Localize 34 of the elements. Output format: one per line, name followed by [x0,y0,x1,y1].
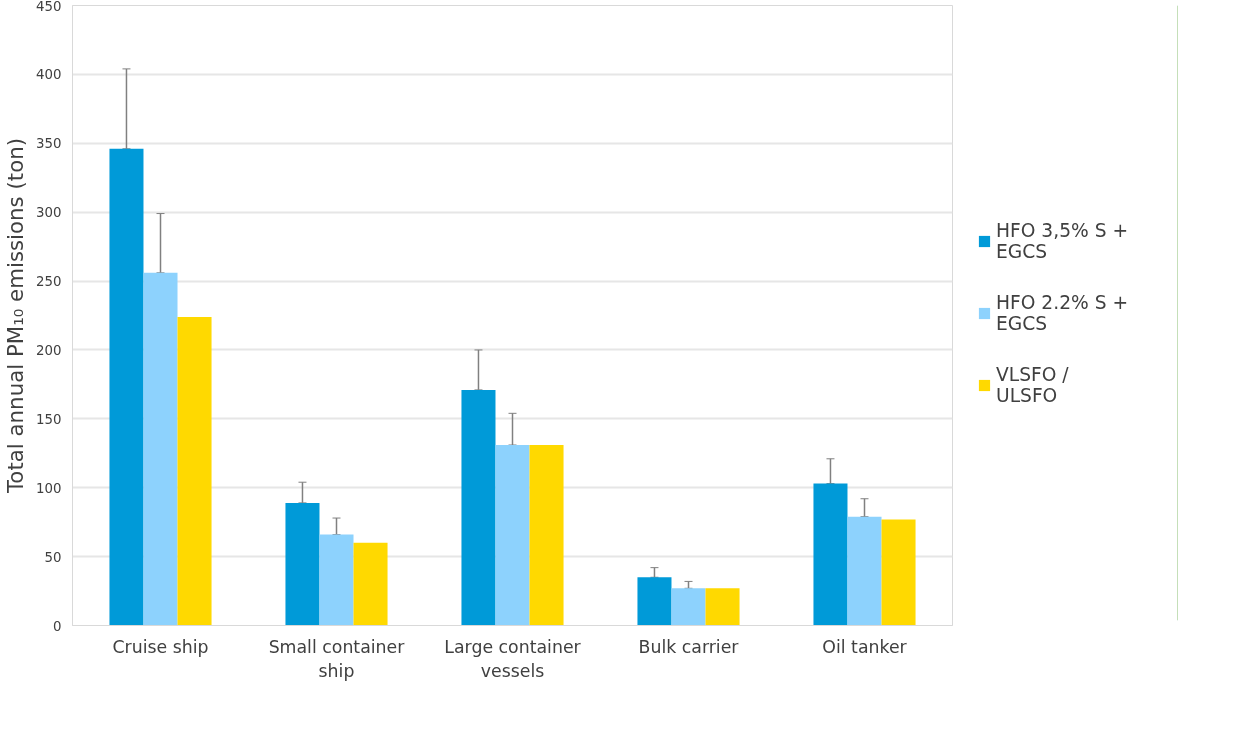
bar [671,588,706,626]
y-tick-label: 50 [44,549,62,565]
bar [813,483,848,626]
x-tick-label: Large container vessels [444,636,582,681]
bar [285,502,320,626]
bar [495,445,530,626]
y-tick-label: 100 [36,480,62,496]
bar [705,588,740,626]
bar [461,389,496,626]
bar [881,519,916,626]
legend-label: HFO 2.2% S + EGCS [996,291,1129,334]
legend-label: VLSFO / ULSFO [996,363,1069,406]
bar [177,316,212,626]
x-tick-label: Cruise ship [112,636,209,657]
y-tick-label: 450 [36,0,62,14]
y-axis-title: Total annual PM₁₀ emissions (ton) [3,137,29,495]
bar [319,534,354,626]
y-tick-label: 300 [36,205,62,221]
bar [847,516,882,626]
y-tick-label: 150 [36,411,62,427]
bar [109,148,144,626]
bar [529,445,564,626]
x-tick-label: Bulk carrier [638,636,740,657]
legend-label: HFO 3,5% S + EGCS [996,219,1129,262]
bar [353,542,388,626]
y-tick-label: 0 [53,618,62,634]
bar [637,577,672,626]
x-tick-label: Small container ship [268,636,406,681]
y-tick-label: 250 [36,274,62,290]
y-tick-label: 400 [36,67,62,83]
y-tick-label: 200 [36,342,62,358]
bar [143,272,178,626]
x-tick-label: Oil tanker [822,636,908,657]
y-tick-label: 350 [36,136,62,152]
